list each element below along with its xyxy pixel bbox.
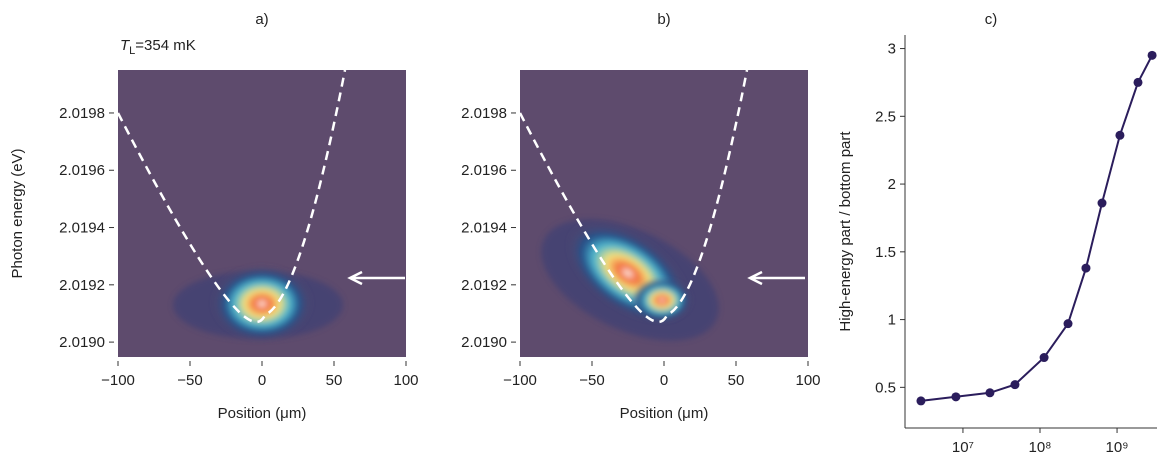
x-tick-label: −50 (579, 372, 604, 389)
panel-label: c) (985, 11, 998, 28)
x-tick-label: 0 (258, 372, 266, 389)
y-tick-label: 0.5 (875, 379, 896, 396)
x-axis-label: Position (μm) (620, 405, 709, 422)
marker (1081, 263, 1091, 273)
y-tick-label: 2.5 (875, 108, 896, 125)
y-tick-label: 1 (888, 312, 896, 329)
heatmap-blob (212, 262, 312, 338)
marker (916, 396, 926, 406)
x-tick-label: 10⁹ (1105, 439, 1128, 456)
annotation-text: =354 mK (135, 37, 195, 54)
y-tick-label: 2 (888, 176, 896, 193)
x-tick-label: 10⁸ (1028, 439, 1051, 456)
x-tick-label: −100 (503, 372, 537, 389)
x-tick-label: −100 (101, 372, 135, 389)
y-tick-label: 2.0198 (461, 105, 507, 122)
y-tick-label: 2.0194 (461, 220, 507, 237)
dashed-parabola (518, 69, 749, 324)
y-axis-label: Photon energy (eV) (9, 148, 26, 278)
marker (1010, 380, 1020, 390)
y-tick-label: 2.0196 (59, 162, 105, 179)
x-tick-label: 0 (660, 372, 668, 389)
x-tick-label: 100 (795, 372, 820, 389)
marker (1147, 50, 1157, 60)
x-tick-label: 10⁷ (952, 439, 974, 456)
marker (951, 392, 961, 402)
marker (1133, 77, 1143, 87)
y-tick-label: 2.0192 (59, 277, 105, 294)
annotation-subscript: L (129, 45, 135, 57)
marker (1063, 319, 1073, 329)
y-tick-label: 2.0190 (59, 334, 105, 351)
marker (1039, 353, 1049, 363)
arrow (747, 270, 805, 286)
dashed-parabola (116, 69, 347, 324)
x-tick-label: 100 (393, 372, 418, 389)
y-tick-label: 2.0194 (59, 220, 105, 237)
x-tick-label: 50 (326, 372, 343, 389)
annotation-symbol: T (120, 37, 131, 54)
panel-label: a) (255, 11, 268, 28)
y-tick-label: 3 (888, 41, 896, 58)
y-tick-label: 2.0198 (59, 105, 105, 122)
y-tick-label: 2.0192 (461, 277, 507, 294)
x-tick-label: 50 (728, 372, 745, 389)
arrow (347, 270, 405, 286)
y-axis-label: High-energy part / bottom part (837, 131, 854, 332)
x-axis-label: Position (μm) (218, 405, 307, 422)
marker (1115, 130, 1125, 140)
marker (1097, 198, 1107, 208)
y-tick-label: 2.0196 (461, 162, 507, 179)
y-tick-label: 1.5 (875, 244, 896, 261)
x-tick-label: −50 (177, 372, 202, 389)
marker (985, 388, 995, 398)
y-tick-label: 2.0190 (461, 334, 507, 351)
heatmap-blob (632, 276, 692, 320)
panel-label: b) (657, 11, 670, 28)
annotation: TL=354 mK (120, 37, 196, 57)
line (920, 54, 1153, 402)
